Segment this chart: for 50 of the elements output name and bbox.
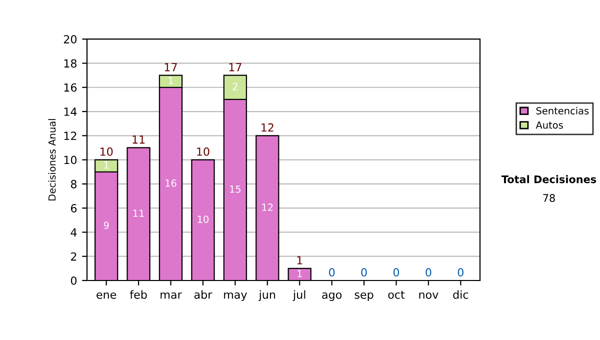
x-tick-label: nov: [419, 292, 438, 299]
data-label: 16: [166, 179, 176, 187]
data-label: 1: [168, 76, 173, 84]
x-tick-label: sep: [354, 292, 374, 301]
text: 78: [543, 194, 555, 202]
x-tick-label: jun: [258, 290, 276, 301]
total-label: 11: [132, 136, 145, 144]
total-label: 12: [262, 123, 274, 132]
data-label: 9: [104, 222, 109, 230]
y-axis-title: Decisiones Anual: [48, 119, 56, 200]
legend-label: Sentencias: [536, 106, 589, 114]
data-label: 2: [232, 82, 238, 90]
total-label: 17: [229, 63, 242, 72]
y-tick-label: 2: [71, 252, 76, 261]
x-tick-label: jul: [292, 290, 306, 301]
total-label: 0: [361, 268, 367, 277]
x-tick-label: abr: [194, 290, 212, 299]
total-label: 10: [100, 147, 113, 156]
x-tick-label: ene: [96, 292, 116, 299]
y-tick-label: 4: [70, 228, 77, 236]
data-label: 12: [262, 204, 273, 211]
data-label: 1: [104, 161, 109, 169]
y-tick-label: 6: [70, 204, 77, 212]
y-tick-label: 14: [64, 108, 77, 116]
y-tick-label: 20: [64, 35, 77, 44]
y-tick-label: 0: [70, 276, 77, 285]
y-tick-label: 18: [64, 59, 77, 68]
data-label: 15: [230, 186, 241, 193]
total-label: 0: [393, 268, 400, 277]
total-label: 17: [164, 63, 177, 72]
data-label: 10: [198, 216, 209, 223]
text: Total Decisiones: [501, 175, 596, 184]
y-tick-label: 16: [64, 83, 77, 92]
x-tick-label: may: [224, 292, 247, 301]
x-tick-label: oct: [388, 290, 405, 299]
total-label: 1: [297, 256, 302, 264]
total-label: 0: [426, 268, 432, 277]
x-tick-label: ago: [322, 292, 342, 301]
y-tick-label: 8: [70, 180, 77, 188]
data-label: 11: [133, 210, 144, 217]
total-label: 10: [197, 147, 210, 156]
x-tick-label: mar: [160, 292, 182, 299]
total-label: 0: [458, 268, 464, 277]
y-tick-label: 12: [64, 132, 76, 140]
y-tick-label: 10: [64, 156, 77, 164]
x-tick-label: feb: [130, 290, 147, 299]
total-label: 0: [329, 268, 335, 277]
data-label: 1: [298, 270, 302, 278]
legend-label: Autos: [536, 121, 563, 129]
x-tick-label: dic: [453, 290, 468, 299]
